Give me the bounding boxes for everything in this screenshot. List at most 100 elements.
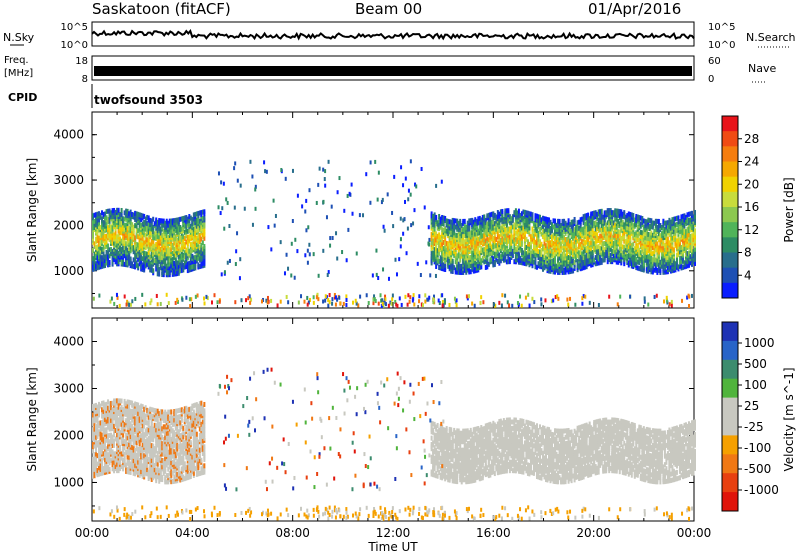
ground-scatter-cell — [338, 295, 341, 300]
ground-scatter-cell — [266, 295, 269, 300]
ground-scatter-cell — [508, 303, 511, 308]
data-cell — [686, 234, 689, 240]
data-cell — [591, 227, 594, 233]
data-cell — [654, 265, 657, 271]
ground-scatter-cell — [144, 302, 147, 307]
data-cell — [430, 211, 433, 217]
data-cell — [575, 228, 578, 234]
data-cell — [146, 251, 149, 257]
data-cell — [131, 212, 134, 218]
sparse-cell — [323, 177, 326, 182]
data-cell — [122, 253, 125, 259]
data-cell — [96, 440, 99, 446]
data-cell — [140, 243, 143, 249]
ground-scatter-cell — [424, 293, 427, 298]
data-cell — [660, 224, 663, 230]
data-cell — [672, 224, 675, 230]
data-cell — [107, 243, 110, 249]
ground-scatter-cell — [498, 300, 501, 305]
ground-scatter-cell — [211, 300, 214, 305]
sparse-cell — [331, 235, 334, 240]
data-cell — [510, 238, 513, 244]
sparse-cell — [273, 223, 276, 228]
ground-scatter-cell — [324, 298, 327, 303]
data-cell — [141, 264, 144, 270]
ground-scatter-cell — [134, 296, 137, 301]
data-cell — [137, 242, 140, 248]
data-cell — [651, 251, 654, 257]
data-cell — [138, 218, 141, 224]
data-cell — [663, 247, 666, 253]
data-cell — [573, 231, 576, 237]
ground-scatter-cell — [377, 301, 380, 306]
data-cell — [462, 233, 465, 239]
data-cell — [92, 456, 94, 462]
data-cell — [630, 247, 633, 253]
data-cell — [546, 245, 549, 251]
data-cell — [105, 209, 108, 215]
data-cell — [671, 257, 674, 263]
data-cell — [563, 235, 566, 241]
data-cell — [608, 244, 611, 250]
data-cell — [665, 220, 668, 226]
data-cell — [638, 231, 641, 237]
data-cell — [96, 461, 99, 467]
data-cell — [569, 264, 572, 270]
data-cell — [588, 252, 591, 258]
sparse-cell — [405, 251, 408, 256]
data-cell — [183, 250, 186, 256]
data-cell — [161, 218, 164, 224]
data-cell — [438, 222, 441, 228]
data-cell — [490, 220, 493, 226]
data-cell — [681, 244, 684, 250]
data-cell — [647, 248, 650, 254]
data-cell — [132, 263, 135, 269]
ground-scatter-cell — [365, 293, 368, 298]
data-cell — [590, 211, 593, 217]
data-cell — [194, 265, 197, 271]
ground-scatter-cell — [441, 303, 444, 308]
sparse-cell — [251, 174, 254, 179]
data-cell — [644, 235, 647, 241]
colorbar-tick-label: 12 — [744, 223, 759, 237]
data-cell — [662, 226, 665, 232]
data-cell — [496, 214, 499, 220]
data-cell — [489, 212, 492, 218]
data-cell — [674, 230, 677, 236]
data-cell — [161, 232, 164, 238]
data-cell — [674, 236, 677, 242]
data-cell — [104, 211, 107, 217]
sparse-cell — [223, 226, 226, 231]
data-cell — [608, 236, 611, 242]
data-cell — [432, 222, 435, 228]
data-cell — [457, 261, 460, 267]
data-cell — [129, 256, 132, 262]
data-cell — [641, 230, 644, 236]
data-cell — [126, 260, 129, 266]
data-cell — [496, 230, 499, 236]
data-cell — [484, 230, 487, 236]
data-cell — [624, 218, 627, 224]
colorbar-segment — [722, 191, 738, 208]
data-cell — [192, 255, 195, 261]
data-cell — [105, 249, 108, 255]
data-cell — [585, 245, 588, 251]
data-cell — [442, 227, 445, 233]
data-cell — [161, 255, 164, 261]
data-cell — [119, 252, 122, 258]
data-cell — [107, 216, 110, 222]
data-cell — [597, 209, 600, 215]
data-cell — [451, 224, 454, 230]
data-cell — [183, 215, 186, 221]
data-cell — [444, 248, 447, 254]
data-cell — [180, 267, 183, 273]
data-cell — [663, 257, 666, 263]
data-cell — [662, 235, 665, 241]
data-cell — [176, 260, 179, 266]
data-cell — [609, 257, 612, 263]
data-cell — [545, 249, 548, 255]
ground-scatter-cell — [324, 294, 327, 299]
data-cell — [514, 236, 517, 242]
data-cell — [681, 234, 684, 240]
